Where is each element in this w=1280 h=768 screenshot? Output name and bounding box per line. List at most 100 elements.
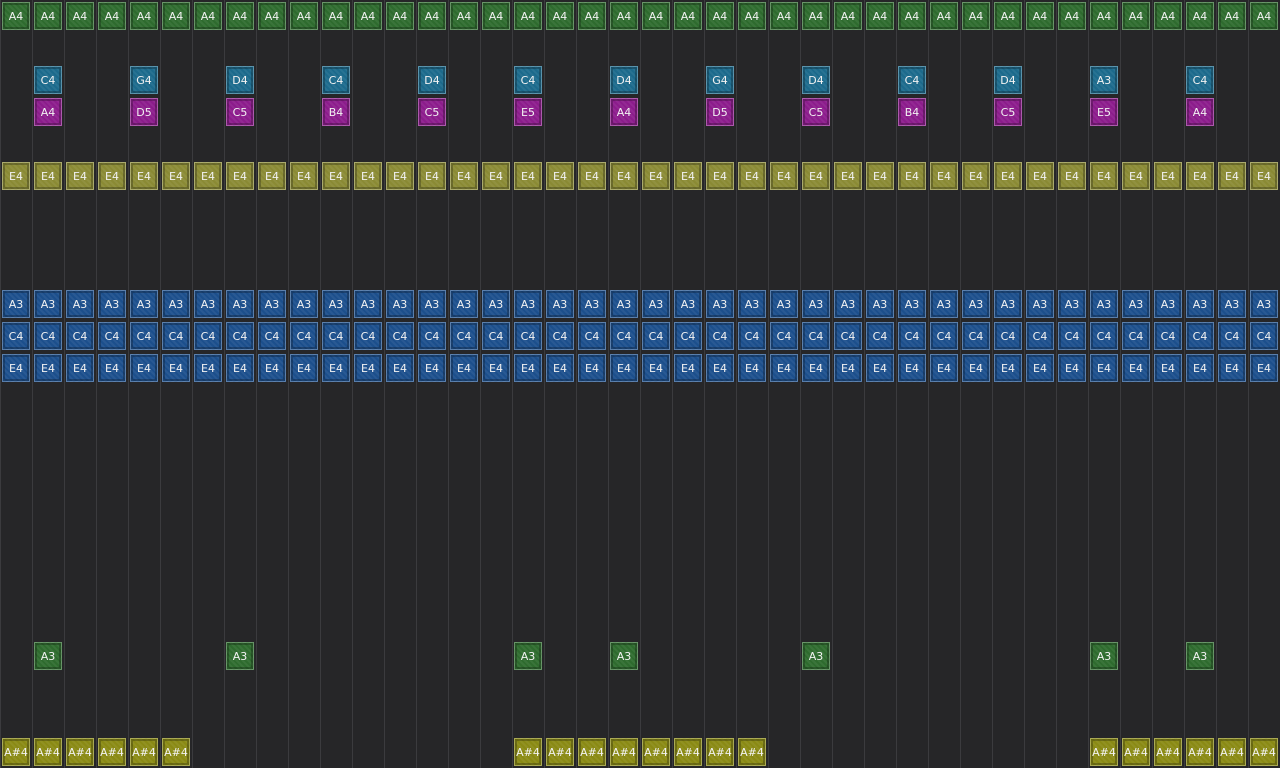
note[interactable]: B4 <box>898 98 926 126</box>
note[interactable]: E4 <box>642 354 670 382</box>
note[interactable]: E4 <box>770 354 798 382</box>
note[interactable]: A4 <box>98 2 126 30</box>
note[interactable]: E4 <box>1058 354 1086 382</box>
note[interactable]: E4 <box>386 354 414 382</box>
note[interactable]: C4 <box>1250 322 1278 350</box>
note[interactable]: C4 <box>738 322 766 350</box>
note[interactable]: C4 <box>226 322 254 350</box>
note[interactable]: A#4 <box>546 738 574 766</box>
note[interactable]: A4 <box>770 2 798 30</box>
note[interactable]: A4 <box>642 2 670 30</box>
note[interactable]: A3 <box>706 290 734 318</box>
note[interactable]: E4 <box>546 162 574 190</box>
note[interactable]: A#4 <box>130 738 158 766</box>
note[interactable]: C4 <box>1186 322 1214 350</box>
note[interactable]: E4 <box>450 162 478 190</box>
note[interactable]: A4 <box>322 2 350 30</box>
note[interactable]: E4 <box>194 162 222 190</box>
note[interactable]: C4 <box>354 322 382 350</box>
note[interactable]: A3 <box>1186 290 1214 318</box>
note[interactable]: C4 <box>514 66 542 94</box>
note[interactable]: A3 <box>450 290 478 318</box>
note[interactable]: A4 <box>1090 2 1118 30</box>
note[interactable]: A3 <box>482 290 510 318</box>
note[interactable]: A4 <box>898 2 926 30</box>
note[interactable]: E4 <box>258 354 286 382</box>
note[interactable]: E4 <box>162 162 190 190</box>
note[interactable]: E4 <box>1154 162 1182 190</box>
note[interactable]: D4 <box>418 66 446 94</box>
note[interactable]: A4 <box>290 2 318 30</box>
note[interactable]: E4 <box>898 162 926 190</box>
note[interactable]: A4 <box>1154 2 1182 30</box>
note[interactable]: E4 <box>738 354 766 382</box>
note[interactable]: C4 <box>162 322 190 350</box>
note[interactable]: D5 <box>130 98 158 126</box>
note[interactable]: A#4 <box>1186 738 1214 766</box>
note[interactable]: C4 <box>514 322 542 350</box>
note[interactable]: E4 <box>450 354 478 382</box>
note[interactable]: A#4 <box>1154 738 1182 766</box>
note[interactable]: E4 <box>994 162 1022 190</box>
note[interactable]: A#4 <box>34 738 62 766</box>
note[interactable]: A#4 <box>610 738 638 766</box>
note[interactable]: C4 <box>194 322 222 350</box>
note[interactable]: A4 <box>130 2 158 30</box>
note[interactable]: D4 <box>994 66 1022 94</box>
note[interactable]: E4 <box>642 162 670 190</box>
note[interactable]: E4 <box>290 354 318 382</box>
note[interactable]: C4 <box>674 322 702 350</box>
note[interactable]: E4 <box>386 162 414 190</box>
note[interactable]: A3 <box>194 290 222 318</box>
note[interactable]: D4 <box>802 66 830 94</box>
note[interactable]: A4 <box>482 2 510 30</box>
note[interactable]: C5 <box>802 98 830 126</box>
note[interactable]: E4 <box>1186 354 1214 382</box>
note[interactable]: C4 <box>130 322 158 350</box>
note[interactable]: A4 <box>1218 2 1246 30</box>
note[interactable]: C4 <box>322 322 350 350</box>
note[interactable]: E4 <box>834 354 862 382</box>
note[interactable]: A4 <box>610 98 638 126</box>
note[interactable]: A3 <box>962 290 990 318</box>
note[interactable]: E4 <box>322 162 350 190</box>
note[interactable]: E4 <box>322 354 350 382</box>
note[interactable]: C4 <box>290 322 318 350</box>
note[interactable]: C4 <box>930 322 958 350</box>
note[interactable]: A4 <box>2 2 30 30</box>
note[interactable]: C4 <box>34 66 62 94</box>
note[interactable]: E4 <box>706 354 734 382</box>
note[interactable]: A3 <box>642 290 670 318</box>
note[interactable]: A3 <box>546 290 574 318</box>
note[interactable]: A4 <box>34 2 62 30</box>
note[interactable]: E4 <box>866 162 894 190</box>
note[interactable]: A3 <box>418 290 446 318</box>
note[interactable]: C4 <box>546 322 574 350</box>
note[interactable]: C4 <box>962 322 990 350</box>
note[interactable]: A3 <box>1090 66 1118 94</box>
note[interactable]: A4 <box>354 2 382 30</box>
note[interactable]: C4 <box>1090 322 1118 350</box>
note[interactable]: A3 <box>1122 290 1150 318</box>
note[interactable]: A3 <box>866 290 894 318</box>
note[interactable]: E4 <box>610 162 638 190</box>
note[interactable]: A3 <box>1218 290 1246 318</box>
note[interactable]: A3 <box>930 290 958 318</box>
note[interactable]: E4 <box>930 162 958 190</box>
note[interactable]: A3 <box>226 290 254 318</box>
note[interactable]: E4 <box>1186 162 1214 190</box>
note[interactable]: A3 <box>770 290 798 318</box>
note[interactable]: A3 <box>34 290 62 318</box>
note[interactable]: C4 <box>450 322 478 350</box>
note[interactable]: A3 <box>1250 290 1278 318</box>
note[interactable]: A4 <box>1186 98 1214 126</box>
note[interactable]: E4 <box>1250 354 1278 382</box>
note[interactable]: E4 <box>962 354 990 382</box>
note[interactable]: C4 <box>834 322 862 350</box>
note[interactable]: C4 <box>322 66 350 94</box>
note[interactable]: C4 <box>482 322 510 350</box>
note[interactable]: C4 <box>898 66 926 94</box>
note[interactable]: A3 <box>162 290 190 318</box>
note[interactable]: A3 <box>674 290 702 318</box>
note[interactable]: D4 <box>226 66 254 94</box>
